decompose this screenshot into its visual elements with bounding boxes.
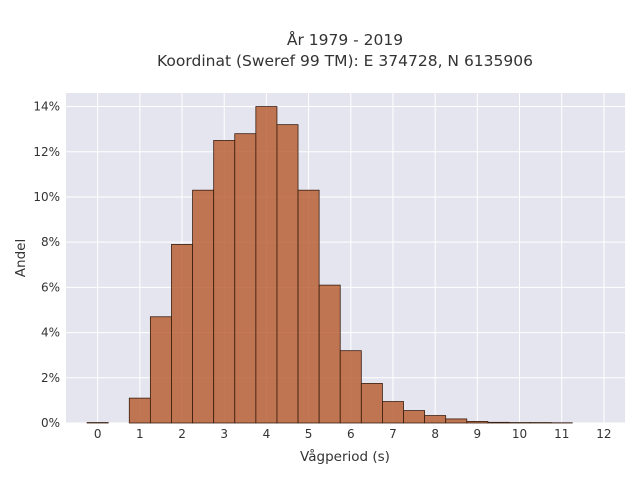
histogram-bar bbox=[424, 415, 447, 424]
y-tick-label: 0% bbox=[41, 416, 60, 430]
histogram-bar bbox=[149, 316, 172, 424]
histogram-bar bbox=[213, 140, 236, 424]
y-tick-label: 6% bbox=[41, 280, 60, 294]
y-tick-label: 4% bbox=[41, 326, 60, 340]
y-tick-label: 12% bbox=[33, 145, 60, 159]
histogram-bar bbox=[403, 410, 426, 424]
chart-title: År 1979 - 2019 bbox=[287, 30, 403, 49]
y-axis-ticks: 0% 2% 4% 6% 8% 10% 12% 14% bbox=[33, 100, 60, 430]
x-tick-label: 12 bbox=[596, 427, 611, 441]
x-tick-label: 1 bbox=[136, 427, 144, 441]
y-tick-label: 10% bbox=[33, 190, 60, 204]
histogram-bar bbox=[382, 401, 404, 424]
x-tick-label: 4 bbox=[263, 427, 271, 441]
x-tick-label: 10 bbox=[512, 427, 527, 441]
histogram-bar bbox=[445, 418, 468, 424]
x-tick-label: 9 bbox=[474, 427, 482, 441]
histogram-bar bbox=[192, 189, 215, 424]
x-tick-label: 0 bbox=[94, 427, 102, 441]
histogram-bar bbox=[318, 284, 341, 424]
x-tick-label: 2 bbox=[178, 427, 186, 441]
histogram-bar bbox=[297, 189, 320, 424]
histogram-bar bbox=[171, 244, 193, 424]
x-tick-label: 3 bbox=[220, 427, 228, 441]
x-axis-label: Vågperiod (s) bbox=[300, 448, 390, 465]
x-tick-label: 11 bbox=[554, 427, 569, 441]
histogram-bars bbox=[86, 106, 573, 424]
chart-subtitle: Koordinat (Sweref 99 TM): E 374728, N 61… bbox=[157, 52, 533, 70]
y-tick-label: 2% bbox=[41, 371, 60, 385]
histogram-bar bbox=[487, 421, 510, 424]
x-tick-label: 5 bbox=[305, 427, 313, 441]
x-tick-label: 8 bbox=[431, 427, 439, 441]
histogram-bar bbox=[234, 133, 257, 424]
y-tick-label: 14% bbox=[33, 100, 60, 114]
x-tick-label: 7 bbox=[389, 427, 397, 441]
y-axis-label: Andel bbox=[13, 239, 29, 277]
y-tick-label: 8% bbox=[41, 235, 60, 249]
histogram-bar bbox=[128, 397, 151, 424]
histogram-bar bbox=[339, 350, 362, 424]
x-axis-ticks: 0 1 2 3 4 5 6 7 8 9 10 11 12 bbox=[94, 427, 612, 441]
histogram-bar bbox=[466, 421, 489, 424]
histogram-bar bbox=[276, 124, 299, 424]
histogram-bar bbox=[255, 106, 278, 424]
x-tick-label: 6 bbox=[347, 427, 355, 441]
histogram-bar bbox=[360, 383, 383, 424]
